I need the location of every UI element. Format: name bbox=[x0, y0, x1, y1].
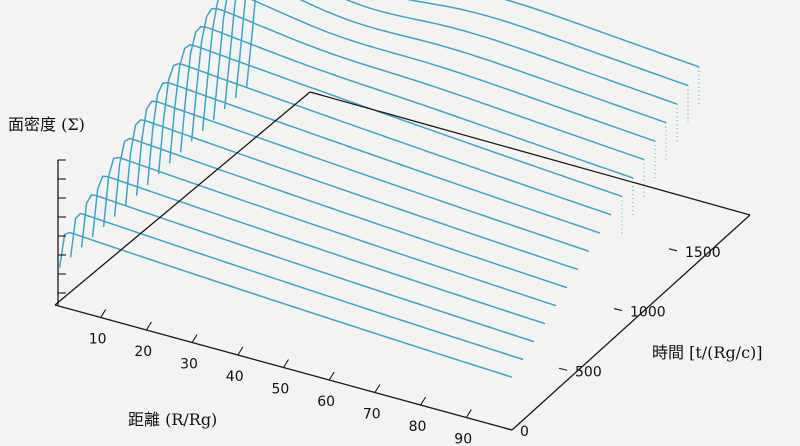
y-tick bbox=[613, 308, 623, 312]
series-line bbox=[69, 212, 524, 361]
series-line bbox=[135, 100, 590, 253]
z-axis-label: 面密度 (Σ) bbox=[8, 115, 85, 134]
back-left-edge bbox=[54, 91, 311, 306]
series-line bbox=[124, 118, 579, 271]
series-line bbox=[157, 62, 612, 216]
y-axis-line bbox=[511, 214, 751, 431]
series-line bbox=[201, 0, 656, 142]
series-line bbox=[245, 0, 700, 88]
x-tick bbox=[328, 371, 335, 381]
x-tick-label: 30 bbox=[180, 357, 198, 373]
series-line bbox=[234, 0, 689, 99]
series-line bbox=[179, 25, 634, 179]
y-tick bbox=[503, 427, 513, 431]
series-line bbox=[146, 81, 601, 234]
y-tick-label: 1500 bbox=[685, 245, 721, 261]
axes-frame bbox=[54, 91, 751, 431]
series-line bbox=[223, 0, 678, 109]
y-tick bbox=[668, 248, 678, 252]
x-tick-label: 70 bbox=[363, 407, 381, 423]
x-tick bbox=[100, 309, 107, 318]
series-line bbox=[113, 137, 568, 289]
x-tick bbox=[374, 384, 381, 393]
y-tick-label: 500 bbox=[575, 364, 602, 380]
x-tick bbox=[420, 396, 427, 406]
series-line bbox=[102, 156, 557, 307]
x-axis-label: 距離 (R/Rg) bbox=[128, 410, 217, 429]
series-line bbox=[168, 44, 623, 198]
x-tick-label: 50 bbox=[272, 382, 290, 398]
series-line bbox=[91, 175, 546, 325]
y-tick-label: 1000 bbox=[630, 305, 666, 321]
series-line bbox=[80, 193, 535, 343]
series-line bbox=[212, 0, 667, 124]
x-tick bbox=[283, 359, 289, 368]
y-tick bbox=[558, 367, 568, 371]
axis-ticks: 10 20 30 40 50 60 70 80 90 0 500 1000 1500 bbox=[58, 159, 721, 446]
y-axis-label: 時間 [t/(Rg/c)] bbox=[652, 343, 763, 362]
series-line bbox=[58, 231, 513, 378]
x-tick-label: 90 bbox=[454, 432, 472, 446]
x-tick-label: 60 bbox=[317, 394, 335, 410]
series-curves bbox=[58, 0, 700, 378]
series-line bbox=[190, 7, 645, 161]
x-tick bbox=[465, 409, 472, 418]
back-top-edge bbox=[309, 91, 751, 216]
x-tick bbox=[191, 334, 198, 343]
x-tick-label: 80 bbox=[409, 419, 427, 435]
x-tick bbox=[237, 346, 244, 356]
y-tick-label: 0 bbox=[520, 424, 529, 440]
x-tick bbox=[145, 321, 152, 331]
x-tick-label: 10 bbox=[89, 332, 107, 348]
x-tick-label: 40 bbox=[226, 369, 244, 385]
x-tick-label: 20 bbox=[134, 344, 152, 360]
